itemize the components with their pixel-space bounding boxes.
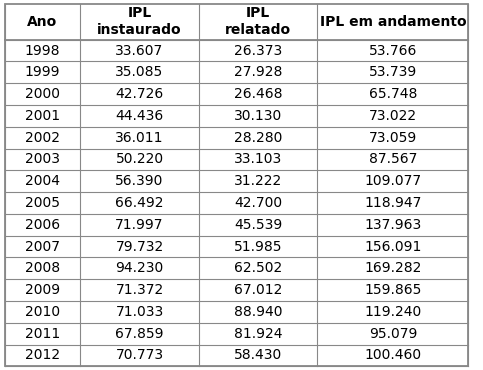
Text: 73.022: 73.022 — [369, 109, 417, 123]
Text: IPL
instaurado: IPL instaurado — [97, 6, 182, 37]
Text: 53.766: 53.766 — [369, 44, 417, 57]
Text: 81.924: 81.924 — [234, 327, 283, 341]
Text: 2012: 2012 — [25, 349, 60, 362]
Text: 94.230: 94.230 — [115, 261, 164, 275]
Text: 2004: 2004 — [25, 174, 60, 188]
Text: 2002: 2002 — [25, 131, 60, 145]
Text: 119.240: 119.240 — [364, 305, 422, 319]
Text: 2007: 2007 — [25, 239, 60, 253]
Text: 42.700: 42.700 — [234, 196, 282, 210]
Text: IPL em andamento: IPL em andamento — [320, 15, 466, 28]
Text: 1999: 1999 — [25, 65, 60, 79]
Text: 66.492: 66.492 — [115, 196, 164, 210]
Text: 88.940: 88.940 — [234, 305, 283, 319]
Text: 53.739: 53.739 — [369, 65, 417, 79]
Text: 159.865: 159.865 — [364, 283, 422, 297]
Text: 2006: 2006 — [25, 218, 60, 232]
Text: 118.947: 118.947 — [364, 196, 422, 210]
Text: 28.280: 28.280 — [234, 131, 283, 145]
Text: 2003: 2003 — [25, 152, 60, 166]
Text: 44.436: 44.436 — [115, 109, 164, 123]
Text: IPL
relatado: IPL relatado — [225, 6, 291, 37]
Text: 30.130: 30.130 — [234, 109, 282, 123]
Text: 56.390: 56.390 — [115, 174, 164, 188]
Text: 35.085: 35.085 — [115, 65, 164, 79]
Text: 27.928: 27.928 — [234, 65, 283, 79]
Text: 51.985: 51.985 — [234, 239, 283, 253]
Text: 58.430: 58.430 — [234, 349, 282, 362]
Text: 71.033: 71.033 — [115, 305, 164, 319]
Text: 169.282: 169.282 — [364, 261, 422, 275]
Text: 2009: 2009 — [25, 283, 60, 297]
Text: 45.539: 45.539 — [234, 218, 282, 232]
Text: 71.997: 71.997 — [115, 218, 164, 232]
Text: 137.963: 137.963 — [364, 218, 422, 232]
Text: 62.502: 62.502 — [234, 261, 282, 275]
Text: 2005: 2005 — [25, 196, 60, 210]
Text: 79.732: 79.732 — [115, 239, 164, 253]
Text: 26.373: 26.373 — [234, 44, 282, 57]
Text: 26.468: 26.468 — [234, 87, 283, 101]
Text: 2001: 2001 — [25, 109, 60, 123]
Text: 2000: 2000 — [25, 87, 60, 101]
Text: 2010: 2010 — [25, 305, 60, 319]
Text: 71.372: 71.372 — [115, 283, 164, 297]
Text: Ano: Ano — [28, 15, 57, 28]
Text: 31.222: 31.222 — [234, 174, 282, 188]
Text: 67.859: 67.859 — [115, 327, 164, 341]
Text: 87.567: 87.567 — [369, 152, 417, 166]
Text: 109.077: 109.077 — [364, 174, 422, 188]
Text: 67.012: 67.012 — [234, 283, 283, 297]
Text: 42.726: 42.726 — [115, 87, 164, 101]
Text: 36.011: 36.011 — [115, 131, 164, 145]
Text: 2008: 2008 — [25, 261, 60, 275]
Text: 65.748: 65.748 — [369, 87, 417, 101]
Text: 70.773: 70.773 — [115, 349, 164, 362]
Text: 1998: 1998 — [25, 44, 60, 57]
Text: 73.059: 73.059 — [369, 131, 417, 145]
Text: 156.091: 156.091 — [364, 239, 422, 253]
Text: 2011: 2011 — [25, 327, 60, 341]
Text: 100.460: 100.460 — [364, 349, 422, 362]
Text: 33.607: 33.607 — [115, 44, 164, 57]
Text: 50.220: 50.220 — [115, 152, 164, 166]
Text: 95.079: 95.079 — [369, 327, 417, 341]
Text: 33.103: 33.103 — [234, 152, 282, 166]
